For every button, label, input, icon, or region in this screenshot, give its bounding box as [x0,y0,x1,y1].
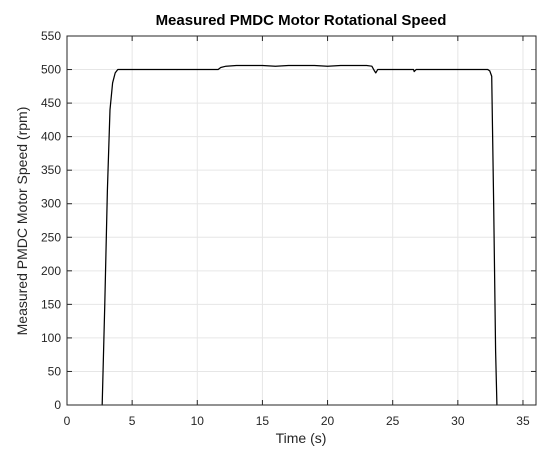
x-axis-tick-label: 35 [516,414,530,428]
y-axis-tick-label: 400 [41,130,61,144]
speed-series-line [101,64,498,406]
axes [66,35,537,406]
plot-background [67,36,536,405]
y-axis-tick-label: 350 [41,163,61,177]
chart-title: Measured PMDC Motor Rotational Speed [156,12,447,29]
y-axis-label: Measured PMDC Motor Speed (rpm) [14,107,30,336]
x-axis-tick-label: 0 [64,414,71,428]
tick-labels: 0 5 10 15 20 25 30 3505010015020025030035040045… [41,29,530,428]
x-axis-tick-label: 20 [321,414,335,428]
y-axis-tick-label: 100 [41,331,61,345]
x-axis-tick-label: 5 [129,414,136,428]
plot-area [101,64,498,406]
y-axis-tick-label: 50 [48,364,62,378]
y-axis-tick-label: 150 [41,297,61,311]
x-axis-tick-label: 10 [191,414,205,428]
y-axis-tick-label: 450 [41,96,61,110]
y-axis-tick-label: 200 [41,264,61,278]
y-axis-tick-label: 550 [41,29,61,43]
x-axis-tick-label: 25 [386,414,400,428]
x-axis-tick-label: 30 [451,414,465,428]
y-axis-tick-label: 0 [54,398,61,412]
x-axis-label: Time (s) [276,430,327,446]
y-axis-tick-label: 300 [41,197,61,211]
y-axis-tick-label: 500 [41,63,61,77]
axes-box [66,35,537,406]
x-axis-tick-label: 15 [256,414,270,428]
grid-lines [66,35,536,406]
y-axis-tick-label: 250 [41,230,61,244]
